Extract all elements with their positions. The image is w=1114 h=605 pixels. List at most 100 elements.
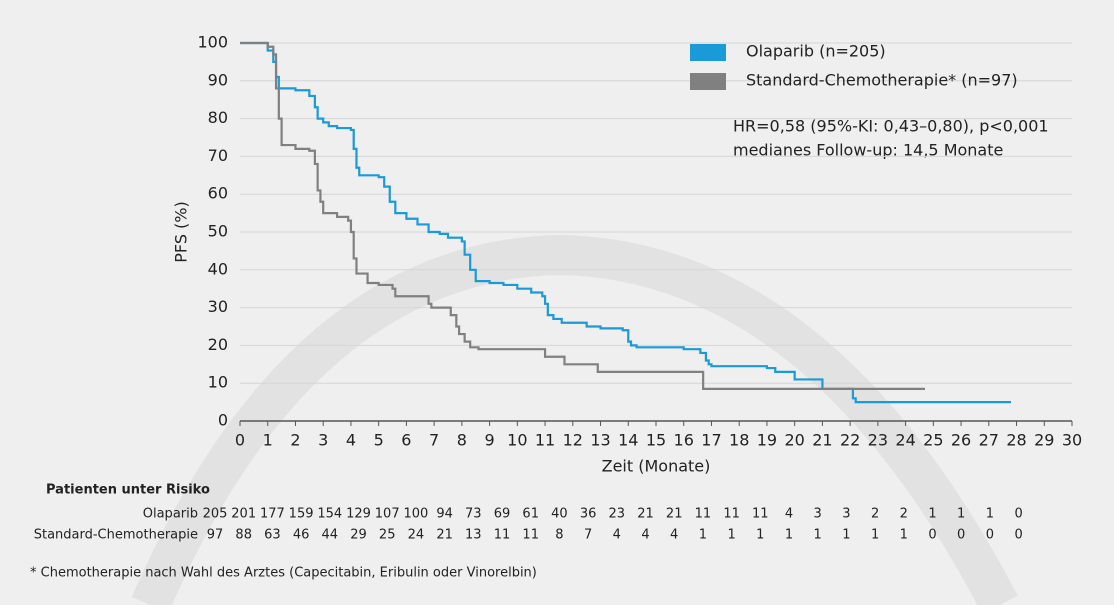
- x-tick-label: 19: [757, 431, 777, 450]
- survival-curve: [240, 41, 1011, 404]
- x-tick-label: 9: [485, 431, 495, 450]
- risk-count: 21: [436, 528, 453, 543]
- risk-count: 1: [957, 507, 965, 522]
- x-axis-label: Zeit (Monate): [602, 457, 711, 476]
- risk-count: 159: [289, 507, 314, 522]
- x-tick-label: 23: [868, 431, 888, 450]
- risk-count: 1: [785, 528, 793, 543]
- risk-count: 63: [264, 528, 281, 543]
- risk-count: 0: [957, 528, 965, 543]
- survival-curve: [240, 41, 926, 390]
- risk-count: 61: [522, 507, 539, 522]
- y-tick-label: 70: [208, 146, 228, 165]
- risk-count: 0: [986, 528, 994, 543]
- risk-count: 4: [641, 528, 649, 543]
- y-tick-label: 10: [208, 373, 228, 392]
- x-tick-label: 8: [457, 431, 467, 450]
- risk-count: 2: [900, 507, 908, 522]
- risk-count: 1: [756, 528, 764, 543]
- risk-count: 40: [551, 507, 568, 522]
- risk-count: 2: [871, 507, 879, 522]
- x-tick-label: 16: [674, 431, 694, 450]
- risk-count: 1: [928, 507, 936, 522]
- risk-count: 0: [1014, 528, 1022, 543]
- risk-count: 4: [670, 528, 678, 543]
- y-tick-label: 20: [208, 335, 228, 354]
- legend-label: Olaparib (n=205): [746, 42, 886, 61]
- x-tick-label: 7: [429, 431, 439, 450]
- risk-count: 24: [408, 528, 425, 543]
- annotation: HR=0,58 (95%-KI: 0,43–0,80), p<0,001: [733, 117, 1049, 136]
- x-tick-label: 28: [1006, 431, 1026, 450]
- risk-count: 8: [555, 528, 563, 543]
- risk-count: 0: [928, 528, 936, 543]
- x-tick-label: 21: [812, 431, 832, 450]
- risk-count: 69: [494, 507, 511, 522]
- y-tick-label: 60: [208, 184, 228, 203]
- risk-count: 107: [375, 507, 400, 522]
- x-tick-label: 27: [979, 431, 999, 450]
- risk-count: 44: [322, 528, 339, 543]
- x-tick-label: 11: [535, 431, 555, 450]
- risk-count: 205: [203, 507, 228, 522]
- annotation: medianes Follow-up: 14,5 Monate: [733, 141, 1003, 160]
- risk-count: 7: [584, 528, 592, 543]
- risk-count: 13: [465, 528, 482, 543]
- risk-count: 88: [235, 528, 252, 543]
- risk-count: 1: [814, 528, 822, 543]
- risk-count: 0: [1014, 507, 1022, 522]
- y-axis-label: PFS (%): [172, 201, 191, 263]
- risk-count: 46: [293, 528, 310, 543]
- risk-count: 21: [666, 507, 683, 522]
- x-tick-label: 2: [290, 431, 300, 450]
- x-tick-label: 14: [618, 431, 638, 450]
- x-tick-label: 18: [729, 431, 749, 450]
- footnote: * Chemotherapie nach Wahl des Arztes (Ca…: [30, 566, 537, 581]
- x-tick-label: 3: [318, 431, 328, 450]
- x-tick-label: 15: [646, 431, 666, 450]
- x-tick-label: 0: [235, 431, 245, 450]
- x-tick-label: 25: [923, 431, 943, 450]
- risk-count: 1: [900, 528, 908, 543]
- risk-count: 25: [379, 528, 396, 543]
- x-tick-label: 22: [840, 431, 860, 450]
- x-tick-label: 24: [895, 431, 915, 450]
- legend-swatch: [690, 73, 726, 90]
- x-tick-label: 26: [951, 431, 971, 450]
- risk-count: 11: [522, 528, 539, 543]
- y-tick-label: 40: [208, 259, 228, 278]
- risk-count: 3: [842, 507, 850, 522]
- risk-count: 29: [350, 528, 367, 543]
- risk-count: 23: [609, 507, 626, 522]
- x-tick-label: 13: [590, 431, 610, 450]
- risk-count: 1: [699, 528, 707, 543]
- risk-count: 1: [986, 507, 994, 522]
- risk-count: 201: [231, 507, 256, 522]
- y-tick-label: 80: [208, 108, 228, 127]
- y-tick-label: 90: [208, 70, 228, 89]
- x-tick-label: 10: [507, 431, 527, 450]
- x-tick-label: 20: [784, 431, 804, 450]
- y-tick-label: 100: [197, 33, 228, 52]
- risk-count: 4: [785, 507, 793, 522]
- legend-swatch: [690, 44, 726, 61]
- x-tick-label: 30: [1062, 431, 1082, 450]
- risk-count: 21: [637, 507, 654, 522]
- risk-row-label: Standard-Chemotherapie: [34, 528, 198, 543]
- risk-count: 154: [317, 507, 342, 522]
- risk-count: 94: [436, 507, 453, 522]
- risk-count: 97: [207, 528, 224, 543]
- watermark: [131, 234, 1018, 605]
- risk-count: 11: [695, 507, 712, 522]
- x-tick-label: 6: [401, 431, 411, 450]
- x-tick-label: 17: [701, 431, 721, 450]
- x-tick-label: 1: [263, 431, 273, 450]
- risk-count: 11: [723, 507, 740, 522]
- risk-count: 3: [814, 507, 822, 522]
- risk-count: 4: [613, 528, 621, 543]
- risk-count: 129: [346, 507, 371, 522]
- risk-row-label: Olaparib: [143, 507, 198, 522]
- x-tick-label: 29: [1034, 431, 1054, 450]
- risk-count: 36: [580, 507, 597, 522]
